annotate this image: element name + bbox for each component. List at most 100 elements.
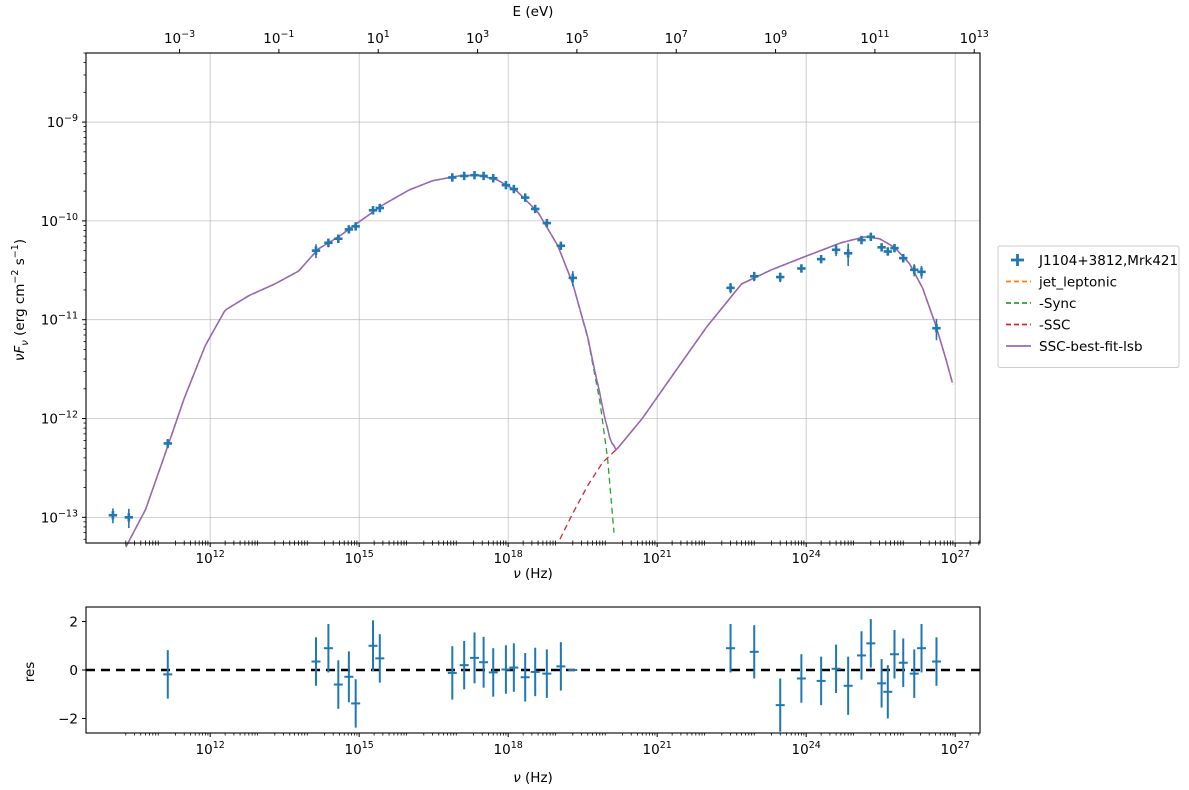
svg-text:10−12: 10−12 bbox=[41, 410, 78, 428]
residual-point[interactable] bbox=[883, 665, 893, 719]
svg-text:1024: 1024 bbox=[792, 549, 821, 567]
svg-text:1018: 1018 bbox=[494, 740, 523, 758]
svg-text:109: 109 bbox=[764, 29, 787, 47]
legend-entry[interactable]: SSC-best-fit-lsb bbox=[1006, 339, 1143, 355]
svg-text:2: 2 bbox=[69, 615, 78, 631]
data-point[interactable] bbox=[910, 264, 919, 277]
residual-point[interactable] bbox=[816, 656, 826, 706]
residual-point[interactable] bbox=[530, 647, 540, 697]
legend-entry[interactable]: -Sync bbox=[1006, 296, 1076, 312]
legend-entry[interactable]: jet_leptonic bbox=[1006, 275, 1117, 291]
residual-point[interactable] bbox=[866, 619, 876, 668]
data-point[interactable] bbox=[489, 174, 498, 183]
residual-point[interactable] bbox=[542, 649, 552, 698]
data-point[interactable] bbox=[163, 439, 172, 449]
residual-point[interactable] bbox=[344, 651, 354, 703]
residual-point[interactable] bbox=[333, 660, 343, 709]
svg-text:1012: 1012 bbox=[196, 740, 225, 758]
data-point[interactable] bbox=[776, 272, 785, 283]
x-axis-title: ν (Hz) bbox=[513, 566, 553, 582]
residual-point[interactable] bbox=[857, 631, 867, 680]
svg-text:1011: 1011 bbox=[860, 29, 889, 47]
data-point[interactable] bbox=[351, 222, 360, 231]
svg-text:−2: −2 bbox=[58, 711, 78, 727]
data-point[interactable] bbox=[108, 508, 118, 524]
residual-data-points[interactable] bbox=[163, 619, 941, 732]
residual-point[interactable] bbox=[556, 642, 566, 691]
data-point[interactable] bbox=[857, 235, 866, 245]
residual-point[interactable] bbox=[931, 637, 941, 686]
data-point[interactable] bbox=[334, 234, 343, 243]
data-point[interactable] bbox=[877, 243, 886, 252]
data-point[interactable] bbox=[124, 508, 134, 529]
residual-point[interactable] bbox=[323, 623, 333, 673]
data-point[interactable] bbox=[509, 184, 519, 194]
data-point[interactable] bbox=[866, 232, 876, 242]
residual-point[interactable] bbox=[509, 643, 519, 692]
residual-point[interactable] bbox=[488, 648, 498, 697]
data-point[interactable] bbox=[470, 170, 479, 180]
svg-text:10−3: 10−3 bbox=[164, 29, 195, 47]
svg-text:1024: 1024 bbox=[792, 740, 821, 758]
residual-point[interactable] bbox=[889, 630, 899, 679]
residual-point[interactable] bbox=[843, 656, 853, 715]
sed-axes bbox=[85, 52, 981, 544]
data-point[interactable] bbox=[501, 180, 511, 190]
data-point[interactable] bbox=[797, 264, 806, 273]
residual-point[interactable] bbox=[459, 640, 469, 690]
legend-entry[interactable]: J1104+3812,Mrk421 bbox=[1011, 253, 1178, 269]
data-point[interactable] bbox=[324, 238, 333, 248]
data-point[interactable] bbox=[368, 206, 378, 215]
data-point[interactable] bbox=[542, 218, 552, 228]
data-point[interactable] bbox=[899, 253, 908, 263]
data-point[interactable] bbox=[568, 271, 578, 286]
data-point[interactable] bbox=[816, 254, 826, 264]
data-point[interactable] bbox=[311, 244, 321, 259]
residual-point[interactable] bbox=[775, 678, 785, 732]
legend-entry[interactable]: -SSC bbox=[1006, 318, 1070, 334]
legend[interactable]: J1104+3812,Mrk421 jet_leptonic -Sync -SSC… bbox=[997, 245, 1180, 368]
residual-point[interactable] bbox=[909, 649, 919, 698]
data-point[interactable] bbox=[890, 243, 899, 253]
data-point[interactable] bbox=[459, 171, 469, 181]
residual-point[interactable] bbox=[796, 654, 806, 703]
data-point[interactable] bbox=[531, 204, 540, 214]
svg-text:105: 105 bbox=[565, 29, 588, 47]
residual-point[interactable] bbox=[311, 637, 321, 686]
data-point[interactable] bbox=[520, 193, 530, 202]
data-point[interactable] bbox=[375, 203, 384, 213]
svg-text:1013: 1013 bbox=[960, 29, 989, 47]
residual-point[interactable] bbox=[877, 659, 887, 708]
residual-point[interactable] bbox=[501, 645, 511, 694]
residual-point[interactable] bbox=[917, 623, 927, 673]
residual-point[interactable] bbox=[368, 620, 378, 672]
data-point[interactable] bbox=[932, 318, 941, 341]
axis-titles: νFν (erg cm−2 s−1) ν (Hz) E (eV) res ν (… bbox=[10, 4, 553, 786]
data-point[interactable] bbox=[917, 265, 926, 279]
data-point[interactable] bbox=[750, 271, 759, 282]
residual-point[interactable] bbox=[470, 632, 480, 684]
residual-point[interactable] bbox=[479, 636, 489, 688]
data-point[interactable] bbox=[448, 173, 457, 182]
data-point[interactable] bbox=[831, 244, 841, 257]
residual-point[interactable] bbox=[163, 650, 173, 699]
data-point[interactable] bbox=[883, 247, 893, 256]
data-point[interactable] bbox=[843, 243, 853, 266]
data-point[interactable] bbox=[726, 283, 735, 294]
residual-point[interactable] bbox=[351, 679, 361, 728]
residual-point[interactable] bbox=[831, 644, 841, 694]
residual-point[interactable] bbox=[375, 634, 385, 683]
svg-text:1015: 1015 bbox=[345, 549, 374, 567]
svg-text:1027: 1027 bbox=[941, 549, 970, 567]
residual-point[interactable] bbox=[447, 646, 457, 700]
residual-point[interactable] bbox=[898, 638, 908, 687]
sed-data-points[interactable] bbox=[108, 170, 941, 529]
data-point[interactable] bbox=[344, 225, 354, 234]
residual-point[interactable] bbox=[749, 625, 759, 679]
residual-point[interactable] bbox=[520, 653, 530, 702]
residual-point[interactable] bbox=[726, 623, 736, 673]
svg-text:1027: 1027 bbox=[941, 740, 970, 758]
data-point[interactable] bbox=[556, 241, 566, 250]
data-point[interactable] bbox=[479, 171, 488, 181]
